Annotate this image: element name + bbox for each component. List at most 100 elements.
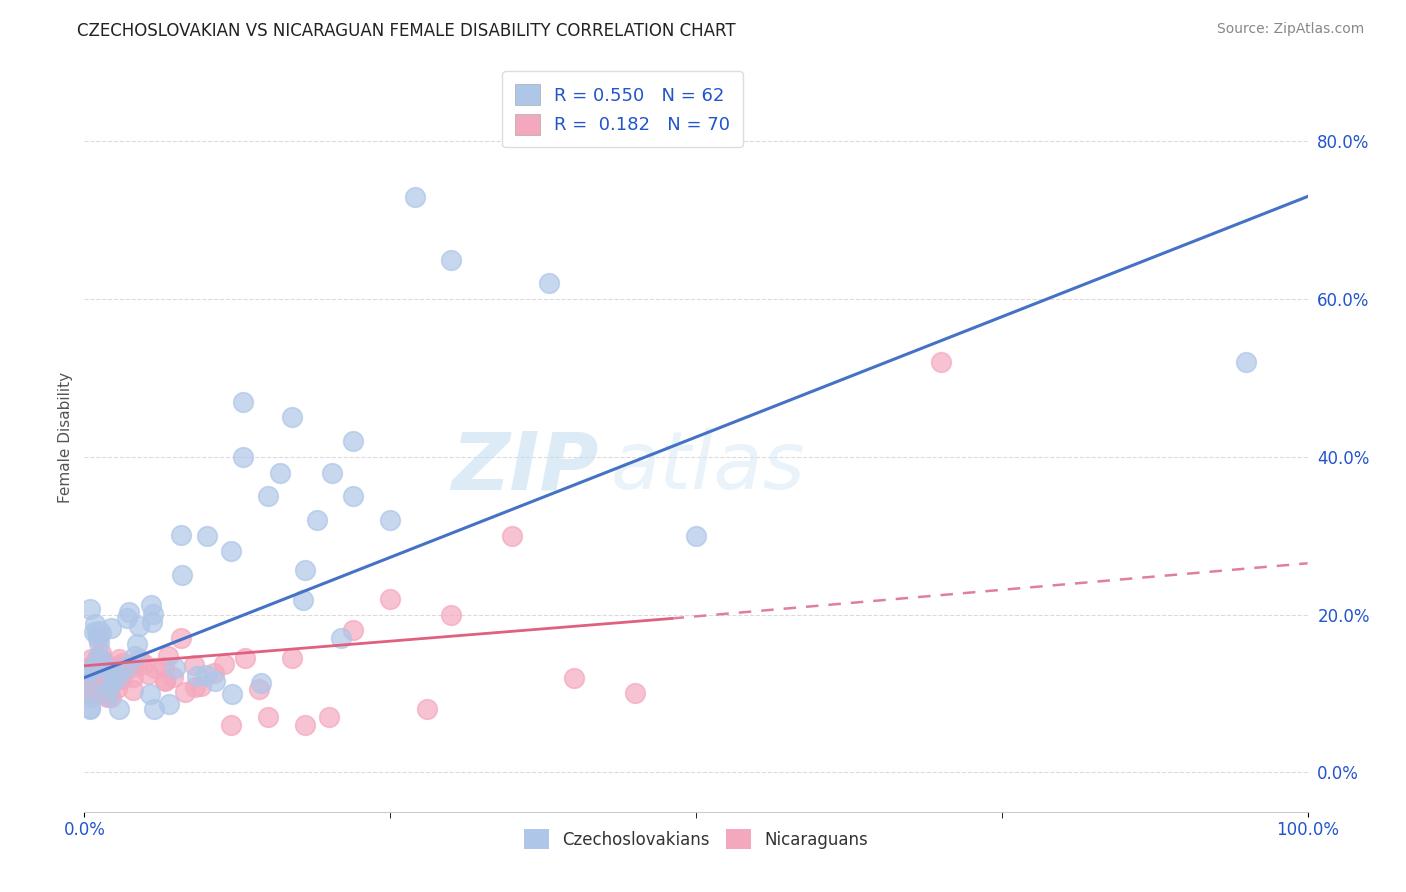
Point: [440, 252, 463, 267]
Point: [219, 544, 242, 558]
Point: [143, 661, 166, 675]
Point: [82, 657, 104, 672]
Point: [80, 663, 103, 677]
Point: [83, 683, 105, 698]
Legend: Czechoslovakians, Nicaraguans: Czechoslovakians, Nicaraguans: [517, 822, 875, 855]
Point: [163, 661, 186, 675]
Point: [247, 682, 270, 697]
Point: [79, 702, 101, 716]
Point: [96, 688, 118, 702]
Point: [107, 659, 129, 673]
Point: [685, 529, 707, 543]
Point: [502, 529, 524, 543]
Point: [132, 657, 155, 671]
Point: [305, 513, 328, 527]
Point: [98, 681, 121, 695]
Point: [100, 621, 122, 635]
Point: [170, 528, 193, 542]
Point: [416, 702, 439, 716]
Point: [79, 664, 101, 678]
Point: [440, 607, 463, 622]
Point: [204, 673, 226, 688]
Point: [100, 690, 122, 705]
Point: [124, 648, 146, 663]
Point: [86, 624, 108, 639]
Point: [107, 670, 129, 684]
Point: [96, 690, 118, 704]
Point: [89, 624, 111, 638]
Point: [136, 667, 159, 681]
Point: [111, 672, 134, 686]
Point: [170, 632, 193, 646]
Point: [90, 625, 112, 640]
Point: [86, 651, 108, 665]
Point: [118, 605, 141, 619]
Point: [186, 669, 208, 683]
Point: [115, 660, 138, 674]
Text: Source: ZipAtlas.com: Source: ZipAtlas.com: [1216, 22, 1364, 37]
Point: [330, 631, 353, 645]
Point: [141, 599, 163, 613]
Y-axis label: Female Disability: Female Disability: [58, 371, 73, 503]
Point: [141, 615, 163, 629]
Point: [127, 637, 149, 651]
Point: [321, 466, 343, 480]
Point: [172, 568, 194, 582]
Point: [157, 697, 180, 711]
Point: [90, 681, 112, 695]
Point: [342, 489, 364, 503]
Point: [108, 666, 131, 681]
Text: ZIP: ZIP: [451, 428, 598, 506]
Point: [91, 675, 114, 690]
Point: [87, 628, 110, 642]
Point: [232, 394, 254, 409]
Point: [562, 671, 585, 685]
Point: [219, 718, 242, 732]
Point: [404, 189, 426, 203]
Point: [89, 657, 111, 671]
Point: [79, 701, 101, 715]
Point: [249, 676, 271, 690]
Point: [194, 667, 217, 681]
Point: [538, 277, 561, 291]
Point: [105, 681, 128, 695]
Point: [122, 669, 145, 683]
Point: [221, 687, 243, 701]
Point: [156, 648, 179, 663]
Point: [162, 670, 184, 684]
Point: [380, 591, 402, 606]
Point: [100, 662, 122, 676]
Point: [87, 636, 110, 650]
Point: [86, 656, 108, 670]
Point: [142, 702, 165, 716]
Point: [98, 663, 121, 677]
Point: [79, 675, 101, 690]
Point: [257, 489, 280, 503]
Point: [153, 660, 176, 674]
Point: [93, 653, 115, 667]
Point: [83, 624, 105, 639]
Point: [291, 593, 314, 607]
Point: [87, 668, 110, 682]
Point: [342, 624, 364, 638]
Point: [79, 665, 101, 679]
Point: [122, 682, 145, 697]
Point: [79, 686, 101, 700]
Point: [87, 651, 110, 665]
Point: [183, 658, 205, 673]
Point: [93, 682, 115, 697]
Point: [91, 672, 114, 686]
Point: [79, 602, 101, 616]
Point: [108, 673, 131, 687]
Point: [96, 667, 118, 681]
Point: [202, 666, 225, 681]
Point: [86, 653, 108, 667]
Point: [214, 657, 236, 672]
Point: [190, 679, 212, 693]
Point: [90, 683, 112, 698]
Point: [269, 466, 291, 480]
Point: [233, 650, 256, 665]
Point: [79, 682, 101, 697]
Point: [281, 410, 304, 425]
Point: [90, 646, 112, 660]
